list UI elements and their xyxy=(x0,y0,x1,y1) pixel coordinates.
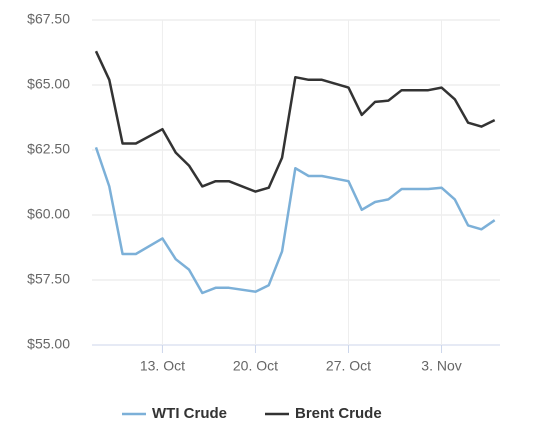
series-line xyxy=(94,146,496,295)
legend: WTI Crude Brent Crude xyxy=(122,405,382,422)
y-tick-label: $62.50 xyxy=(27,141,70,157)
y-tick-label: $60.00 xyxy=(27,206,70,222)
y-tick-label: $55.00 xyxy=(27,336,70,352)
legend-label: Brent Crude xyxy=(295,405,382,422)
x-tick-label: 13. Oct xyxy=(140,358,185,374)
series-line xyxy=(94,50,496,193)
x-tick-label: 20. Oct xyxy=(233,358,278,374)
y-tick-label: $65.00 xyxy=(27,76,70,92)
x-tick-label: 3. Nov xyxy=(421,358,461,374)
y-tick-label: $57.50 xyxy=(27,271,70,287)
y-tick-label: $67.50 xyxy=(27,11,70,27)
x-tick-label: 27. Oct xyxy=(326,358,371,374)
legend-label: WTI Crude xyxy=(152,405,227,422)
